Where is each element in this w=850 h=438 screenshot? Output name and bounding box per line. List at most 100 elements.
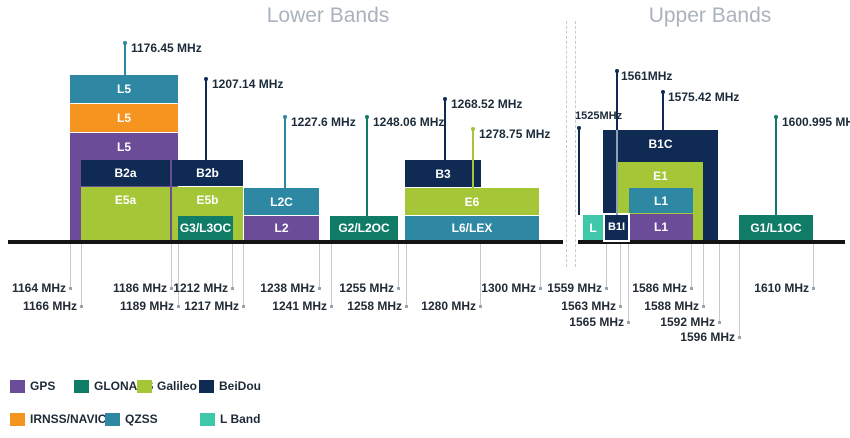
tick-line [813,244,814,288]
legend-label-lband: L Band [220,412,261,426]
marker-line [444,99,446,160]
band-label-l: L [589,220,597,235]
marker-frequency-label: 1227.6 MHz [291,115,356,129]
band-label-e5b: E5b [196,193,219,207]
tick-line [406,244,407,306]
tick-line [171,244,172,288]
tick-line [620,244,621,306]
band-label-g1-l1oc: G1/L1OC [750,220,802,235]
marker-frequency-label: 1207.14 MHz [212,77,284,91]
marker-line [284,117,286,188]
marker-frequency-label: 1600.995 MHz [782,115,850,129]
marker-frequency-label: 1248.06 MHz [373,115,445,129]
band-label-b1i: B1I [607,221,626,233]
axis-break-dashed-line [566,21,567,267]
tick-frequency-label: 1596 MHz [680,330,735,344]
band-label-l1: L1 [653,220,668,234]
band-label-b3: B3 [435,166,451,181]
marker-line [662,92,664,130]
band-label-g2-l2oc: G2/L2OC [338,221,390,235]
tick-line [398,244,399,288]
legend-swatch-lband [200,413,215,426]
band-label-b1c: B1C [648,137,673,151]
marker-line [616,71,618,130]
marker-dot [283,115,287,119]
tick-line [628,244,629,322]
tick-dot [479,305,482,308]
legend-swatch-gps [10,380,25,393]
tick-line [319,244,320,288]
tick-line [232,244,233,288]
tick-dot [690,287,693,290]
marker-line [205,79,207,160]
tick-line [70,244,71,288]
marker-dot [365,115,369,119]
band-block-e5a: E5a [81,187,170,240]
band-block-g2-l2oc: G2/L2OC [330,216,398,240]
tick-frequency-label: 1217 MHz [184,299,239,313]
band-label-l6-lex: L6/LEX [451,221,493,235]
marker-dot [577,126,581,130]
band-block-b2b: B2b [172,160,243,186]
tick-line [703,244,704,306]
marker-line [578,128,580,215]
band-block-l2c: L2C [244,188,319,215]
legend-swatch-irnss [10,413,25,426]
marker-frequency-label: 1575.42 MHz [668,90,740,104]
marker-dot [471,127,475,131]
band-label-l5: L5 [116,82,131,96]
band-block-b3: B3 [405,160,481,187]
legend-swatch-glonass [74,380,89,393]
band-label-l5: L5 [116,111,131,125]
band-block-l1: L1 [629,188,693,213]
tick-line [81,244,82,306]
band-label-g3-l3oc: G3/L3OC [179,221,232,235]
marker-line-inner [616,130,618,215]
legend-label-galileo: Galileo [157,379,198,393]
tick-frequency-label: 1164 MHz [11,281,66,295]
tick-frequency-label: 1238 MHz [260,281,315,295]
tick-dot [627,321,630,324]
band-block-l6-lex: L6/LEX [405,216,539,240]
marker-line [775,117,777,215]
marker-dot [123,41,127,45]
tick-frequency-label: 1241 MHz [272,299,327,313]
marker-frequency-label: 1268.52 MHz [451,97,523,111]
band-block-g1-l1oc: G1/L1OC [739,215,813,240]
tick-line [480,244,481,306]
tick-dot [605,287,608,290]
marker-dot [443,97,447,101]
tick-frequency-label: 1559 MHz [547,281,602,295]
tick-frequency-label: 1189 MHz [119,299,174,313]
tick-dot [318,287,321,290]
tick-frequency-label: 1565 MHz [569,315,624,329]
tick-line [243,244,244,306]
band-label-l5: L5 [116,140,131,154]
tick-frequency-label: 1258 MHz [347,299,402,313]
tick-line [719,244,720,322]
frequency-axis-upper [578,240,845,244]
marker-dot [204,77,208,81]
tick-dot [812,287,815,290]
tick-frequency-label: 1586 MHz [632,281,687,295]
tick-line [691,244,692,288]
band-label-b2b: B2b [196,166,219,180]
band-block-l5: L5 [70,75,178,103]
legend-swatch-galileo [137,380,152,393]
band-label-b2a: B2a [114,166,137,180]
tick-line [606,244,607,288]
band-label-e6: E6 [464,194,480,209]
marker-dot [774,115,778,119]
tick-frequency-label: 1166 MHz [22,299,77,313]
marker-frequency-label: 1525MHz [575,110,623,122]
band-block-l: L [583,215,603,240]
tick-line [540,244,541,288]
upper-bands-title: Upper Bands [648,4,772,27]
band-block-b1i: B1I [605,215,628,240]
tick-dot [69,287,72,290]
marker-line [366,117,368,216]
marker-dot [661,90,665,94]
tick-frequency-label: 1592 MHz [660,315,715,329]
marker-frequency-label: 1561MHz [621,69,673,83]
